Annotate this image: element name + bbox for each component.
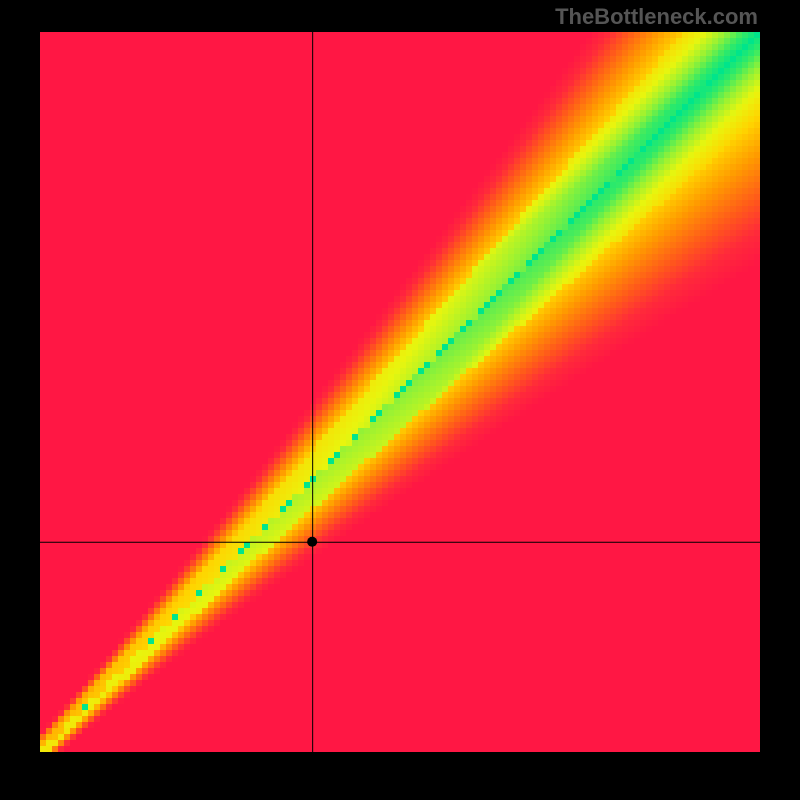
chart-container: { "attribution": { "text": "TheBottlenec… [0,0,800,800]
heatmap-plot [40,32,760,752]
heatmap-canvas [40,32,760,752]
attribution-text: TheBottleneck.com [555,4,758,30]
